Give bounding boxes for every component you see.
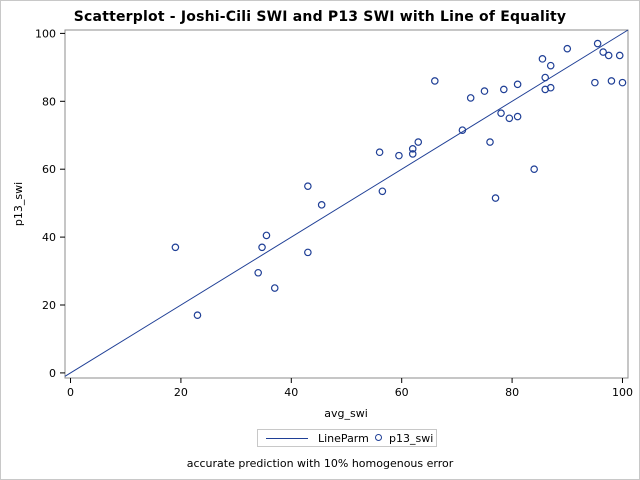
data-point — [563, 44, 572, 53]
data-point — [615, 51, 624, 60]
data-point — [258, 243, 266, 252]
data-point — [593, 39, 602, 48]
legend-marker-swatch — [375, 434, 382, 441]
x-tick-label: 100 — [612, 386, 633, 399]
chart-title: Scatterplot - Joshi-Cili SWI and P13 SWI… — [73, 9, 567, 25]
y-axis-label: p13_swi — [12, 182, 25, 226]
data-point — [541, 73, 550, 82]
x-tick-label: 80 — [505, 386, 519, 399]
y-tick-label: 40 — [42, 231, 56, 244]
data-point — [171, 243, 180, 252]
data-point — [375, 148, 384, 157]
data-point — [546, 83, 555, 92]
legend-line-swatch — [266, 438, 308, 439]
data-point — [317, 201, 326, 209]
y-tick-label: 80 — [42, 95, 56, 108]
data-point — [546, 61, 555, 70]
data-point — [500, 85, 508, 94]
chart-footnote: accurate prediction with 10% homogenous … — [186, 457, 454, 470]
data-point — [530, 165, 538, 174]
data-point — [458, 126, 467, 134]
x-tick-label: 0 — [67, 386, 74, 399]
data-point — [491, 194, 500, 202]
legend-marker-label: p13_swi — [389, 432, 434, 445]
data-point — [538, 55, 547, 63]
data-point — [408, 145, 417, 153]
data-point — [262, 231, 271, 240]
y-tick-label: 0 — [49, 367, 56, 380]
data-point — [497, 109, 505, 117]
x-tick-label: 20 — [174, 386, 188, 399]
data-point — [254, 268, 262, 277]
data-point — [480, 87, 489, 95]
legend: LineParm p13_swi — [257, 429, 437, 447]
data-point — [618, 78, 627, 87]
data-point — [486, 138, 494, 146]
data-point — [414, 138, 423, 146]
line-of-equality — [64, 29, 629, 377]
data-point — [513, 112, 522, 121]
data-point — [505, 114, 514, 123]
data-point — [304, 248, 312, 257]
data-point — [270, 284, 279, 292]
data-point — [304, 182, 312, 190]
data-point — [513, 80, 522, 89]
data-point — [431, 77, 439, 85]
y-tick-label: 100 — [35, 27, 56, 40]
data-point — [193, 311, 202, 319]
data-point — [378, 187, 387, 196]
x-axis-label: avg_swi — [324, 407, 368, 420]
y-tick-label: 60 — [42, 163, 56, 176]
data-point — [466, 94, 475, 102]
y-tick-label: 20 — [42, 299, 56, 312]
data-point — [607, 77, 616, 85]
data-point — [395, 151, 403, 160]
data-point — [604, 51, 613, 60]
data-point — [599, 48, 607, 56]
data-point — [408, 150, 417, 158]
legend-line-label: LineParm — [318, 432, 369, 445]
x-tick-label: 60 — [395, 386, 409, 399]
x-tick-label: 40 — [284, 386, 298, 399]
data-point — [591, 78, 599, 87]
